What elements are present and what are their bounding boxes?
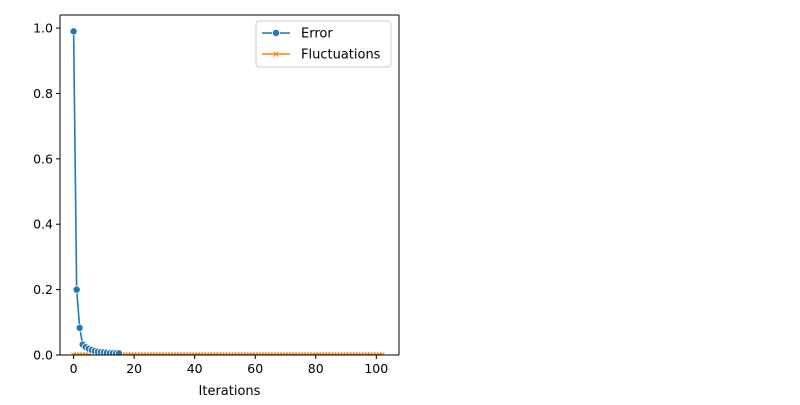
legend-label-fluctuations: Fluctuations bbox=[301, 48, 381, 63]
axes: 0 20 40 60 80 100 0.0 0.2 0.4 0.6 0.8 1.0 bbox=[33, 14, 400, 376]
error-point bbox=[69, 27, 78, 36]
y-tick-label: 0.6 bbox=[33, 151, 53, 166]
x-tick-label: 40 bbox=[187, 361, 203, 376]
error-point bbox=[115, 349, 124, 355]
y-tick-label: 0.2 bbox=[33, 282, 53, 297]
legend-label-error: Error bbox=[301, 27, 333, 42]
x-tick-label: 60 bbox=[247, 361, 263, 376]
y-tick-label: 0.8 bbox=[33, 86, 53, 101]
error-point bbox=[75, 323, 84, 332]
x-tick-label: 100 bbox=[364, 361, 388, 376]
y-tick-label: 1.0 bbox=[33, 21, 53, 36]
x-tick-label: 0 bbox=[70, 361, 78, 376]
y-tick-label: 0.0 bbox=[33, 348, 53, 363]
legend-marker-fluctuations bbox=[273, 51, 279, 57]
x-axis-label: Iterations bbox=[199, 384, 261, 399]
legend-marker-error bbox=[271, 28, 280, 37]
y-tick-label: 0.4 bbox=[33, 217, 53, 232]
legend: Error Fluctuations bbox=[255, 20, 392, 68]
x-tick-label: 20 bbox=[126, 361, 142, 376]
error-point bbox=[72, 285, 81, 294]
x-tick-label: 80 bbox=[308, 361, 324, 376]
